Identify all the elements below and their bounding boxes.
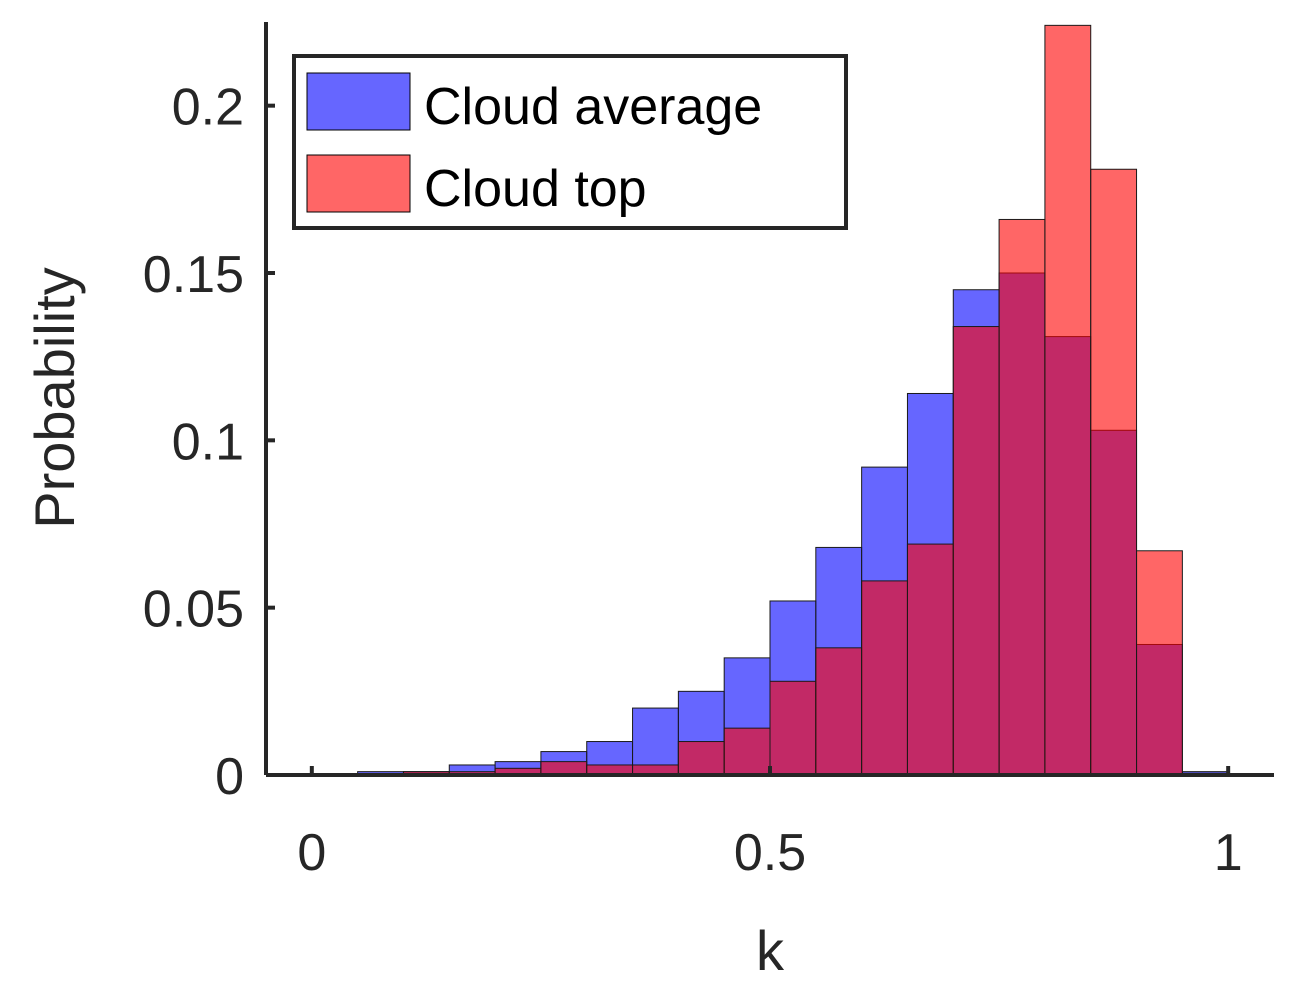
x-tick-label-1: 0.5: [734, 824, 806, 882]
bar-cloud-average-7: [632, 707, 679, 776]
legend-label-cloud-average: Cloud average: [424, 78, 762, 136]
bar-cloud-top-17: [1090, 168, 1138, 776]
bar-cloud-top-12: [861, 580, 908, 776]
x-axis-title: k: [756, 919, 785, 982]
bar-cloud-top-9: [723, 727, 771, 776]
bar-cloud-top-13: [906, 543, 954, 776]
y-tick-label-1: 0.05: [143, 581, 244, 639]
bar-cloud-top-11: [815, 647, 863, 776]
y-tick-label-3: 0.15: [143, 246, 244, 304]
bar-cloud-top-18: [1136, 550, 1183, 776]
y-tick-label-2: 0.1: [172, 413, 244, 471]
y-ticks: 0 0.05 0.1 0.15 0.2: [143, 79, 275, 806]
y-tick-label-0: 0: [215, 748, 244, 806]
y-axis-title: Probability: [23, 267, 86, 528]
bar-cloud-top-5: [540, 761, 588, 776]
bar-cloud-top-16: [1044, 24, 1092, 776]
x-tick-label-2: 1: [1214, 824, 1243, 882]
bar-cloud-top-14: [952, 326, 1000, 776]
bar-cloud-top-8: [677, 741, 725, 776]
legend-swatch-cloud-average: [306, 72, 411, 131]
bar-cloud-top-15: [998, 218, 1046, 776]
bar-cloud-top-10: [769, 680, 817, 776]
legend-label-cloud-top: Cloud top: [424, 160, 647, 218]
x-tick-label-0: 0: [297, 824, 326, 882]
bars-layer: [311, 24, 1229, 776]
y-tick-label-4: 0.2: [172, 79, 244, 137]
legend: Cloud average Cloud top: [292, 54, 848, 230]
x-ticks: 0 0.5 1: [297, 766, 1243, 882]
legend-swatch-cloud-top: [306, 154, 411, 213]
